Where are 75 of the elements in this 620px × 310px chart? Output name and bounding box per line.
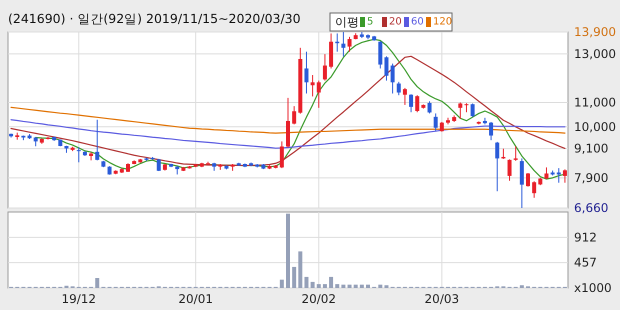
bar xyxy=(354,284,358,288)
candlestick xyxy=(428,100,432,114)
x-tick-label: 20/02 xyxy=(301,292,336,306)
candlestick xyxy=(489,121,494,141)
line-series xyxy=(35,38,566,180)
candlestick xyxy=(396,81,401,96)
candlestick xyxy=(390,63,395,94)
bar xyxy=(298,251,302,288)
bar xyxy=(292,266,296,288)
candlestick xyxy=(335,32,340,52)
bar xyxy=(280,280,284,288)
y-tick-label: 11,000 xyxy=(574,95,616,110)
bar xyxy=(322,284,327,288)
candlestick xyxy=(440,121,444,132)
candlestick xyxy=(304,51,308,94)
y-tick-label: x1000 xyxy=(574,281,612,295)
line-series xyxy=(10,56,566,166)
candlestick xyxy=(520,158,524,208)
y-tick-label: 9,100 xyxy=(574,142,608,156)
legend-label: 5 xyxy=(367,16,374,28)
candlestick xyxy=(316,80,321,108)
candlestick xyxy=(341,32,346,58)
bar xyxy=(316,284,321,288)
bar xyxy=(341,284,346,288)
candlestick xyxy=(434,112,438,132)
candlestick xyxy=(378,40,382,69)
candlestick xyxy=(526,172,530,188)
y-tick-label: 7,900 xyxy=(574,170,608,185)
bar xyxy=(520,285,524,288)
bar xyxy=(310,282,315,288)
legend-title: 이평 xyxy=(335,15,359,29)
candlestick xyxy=(470,102,475,118)
chart-title: (241690) · 일간(92일) 2019/11/15~2020/03/30 xyxy=(8,11,301,26)
bar xyxy=(360,284,364,288)
candlestick xyxy=(495,141,500,192)
bar xyxy=(366,284,370,288)
candlestick xyxy=(95,119,100,161)
candlestick xyxy=(501,148,506,160)
y-tick-label: 10,000 xyxy=(574,120,616,134)
candlestick xyxy=(156,158,161,172)
candlestick xyxy=(544,166,548,180)
candlestick xyxy=(514,146,518,162)
x-tick-label: 20/03 xyxy=(424,292,460,306)
candlestick xyxy=(458,102,462,120)
candlestick xyxy=(415,94,420,113)
legend-label: 20 xyxy=(389,16,402,28)
y-tick-label: 6,660 xyxy=(574,201,608,215)
bar xyxy=(286,214,290,288)
candlestick xyxy=(322,54,327,82)
candlestick xyxy=(556,168,561,184)
bar xyxy=(304,276,308,288)
y-tick-label: 912 xyxy=(574,230,597,244)
y-tick-label: 13,000 xyxy=(574,46,616,61)
legend-label: 120 xyxy=(433,16,452,28)
y-tick-label: 13,900 xyxy=(574,25,616,39)
candlestick xyxy=(562,168,567,184)
candlestick xyxy=(532,180,536,198)
candlestick xyxy=(384,56,388,82)
candlestick xyxy=(292,106,296,125)
bar xyxy=(378,284,382,288)
candlestick xyxy=(76,146,81,163)
candlestick xyxy=(280,140,284,169)
legend-label: 60 xyxy=(411,16,424,28)
candlestick xyxy=(409,94,414,113)
candlestick xyxy=(348,36,352,52)
bar xyxy=(348,284,352,288)
y-tick-label: 457 xyxy=(574,256,597,270)
candlestick xyxy=(402,87,407,106)
bar xyxy=(384,285,388,288)
candlestick xyxy=(508,158,512,182)
bar xyxy=(335,284,340,288)
x-tick-label: 19/12 xyxy=(61,292,96,306)
x-tick-label: 20/01 xyxy=(178,292,213,306)
bar xyxy=(95,278,100,288)
bar xyxy=(329,276,334,288)
